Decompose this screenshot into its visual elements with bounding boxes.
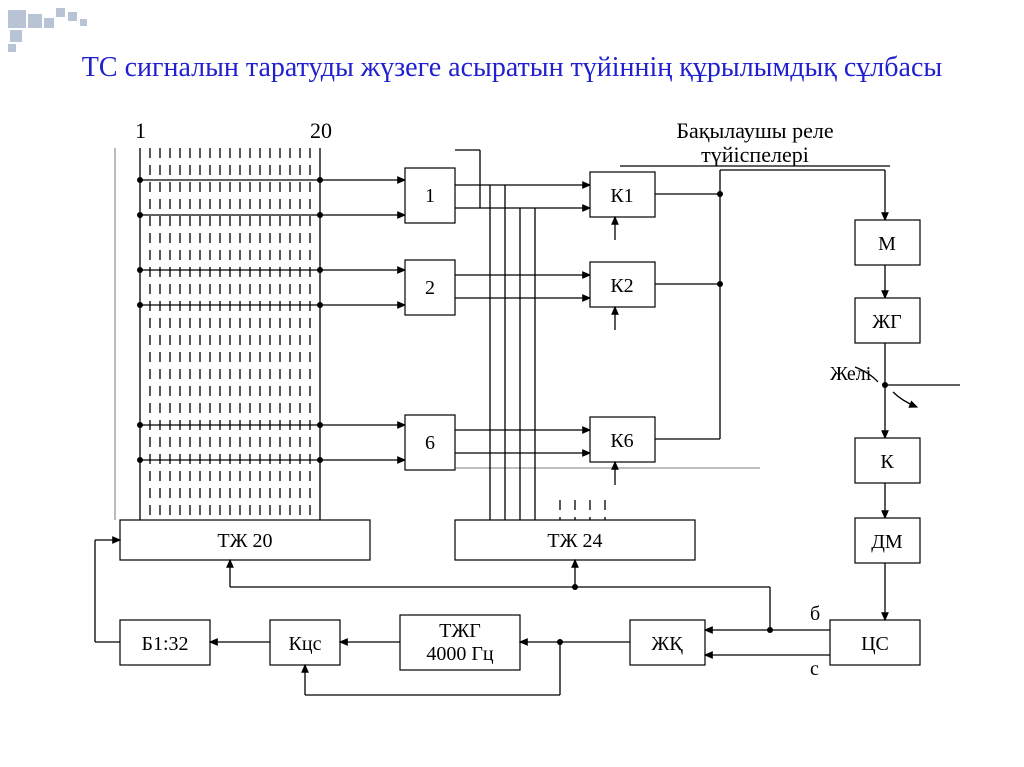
tj24-label: ТЖ 24 — [547, 530, 602, 552]
c-signal-label: с — [810, 658, 819, 680]
jk-label: ЖҚ — [651, 633, 683, 655]
k-label: К — [880, 451, 894, 473]
bus-label-1: 1 — [135, 120, 146, 143]
kcs-label: Кцс — [289, 633, 322, 655]
mux-block-6-label: 6 — [425, 432, 435, 454]
mux-block-1-label: 1 — [425, 185, 435, 207]
tjg-label-1: ТЖГ — [439, 620, 481, 642]
b-signal-label: б — [810, 603, 820, 625]
k2-label: К2 — [610, 275, 633, 297]
line-label: Желі — [830, 363, 872, 385]
block-diagram: Бақылаушы реле түйіспелері Бақылаушы рел… — [60, 120, 980, 740]
page-title: ТС сигналын таратуды жүзеге асыратын түй… — [60, 50, 964, 86]
tjg-label-2: 4000 Гц — [426, 643, 494, 665]
k1-label: К1 — [610, 185, 633, 207]
b132-label: Б1:32 — [141, 633, 188, 655]
bus-label-20: 20 — [310, 120, 332, 143]
dm-label: ДМ — [871, 531, 903, 553]
m-label: М — [878, 233, 896, 255]
tj20-label: ТЖ 20 — [217, 530, 272, 552]
top-annotation-line1: Бақылаушы реле — [676, 120, 833, 143]
jg-label: ЖГ — [872, 311, 901, 333]
mux-block-2-label: 2 — [425, 277, 435, 299]
k6-label: К6 — [610, 430, 633, 452]
top-annotation-line2: түйіспелері — [701, 142, 809, 167]
cs-label: ЦС — [861, 633, 889, 655]
